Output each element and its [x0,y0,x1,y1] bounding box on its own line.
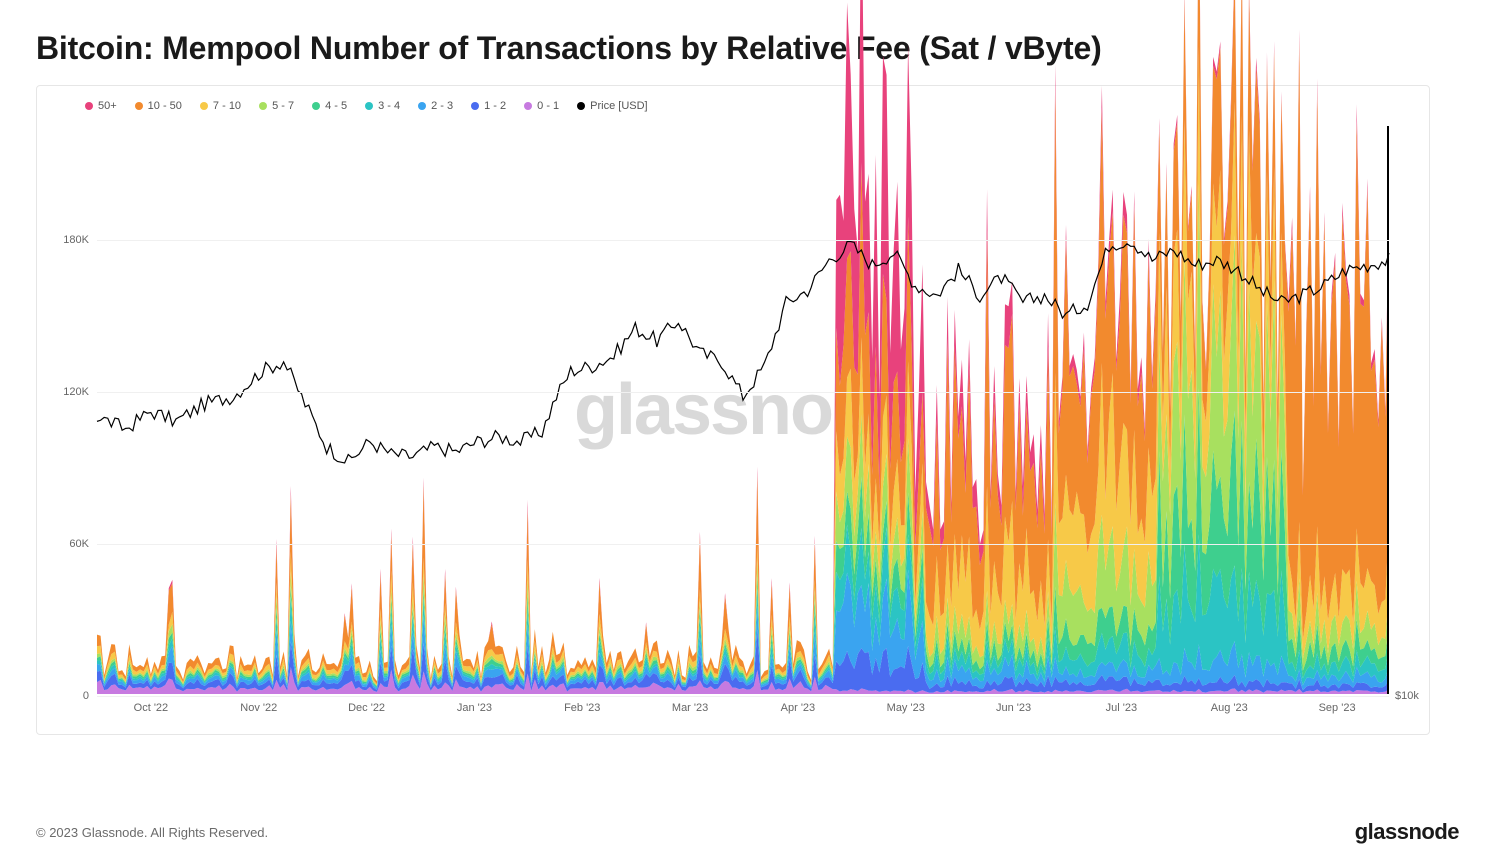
x-tick-label: Apr '23 [781,702,816,714]
legend-item-b2[interactable]: 2 - 3 [418,100,453,112]
y-tick-label: 60K [69,538,89,550]
x-tick-label: Sep '23 [1319,702,1356,714]
legend-dot [471,102,479,110]
y-tick-label: 120K [63,386,89,398]
legend-dot [200,102,208,110]
legend-dot [312,102,320,110]
chart-container: 50+ 10 - 50 7 - 10 5 - 7 4 - 5 3 - 4 2 - 3 1 - … [36,85,1430,735]
legend-dot [135,102,143,110]
legend-dot [418,102,426,110]
legend-item-b4[interactable]: 4 - 5 [312,100,347,112]
plot-area[interactable]: glassnode 060K120K180K$10kOct '22Nov '22… [97,126,1389,694]
chart-svg [97,126,1389,694]
x-tick-label: Mar '23 [672,702,708,714]
y-gridline [97,392,1389,393]
legend-item-price[interactable]: Price [USD] [577,100,647,112]
x-tick-label: Oct '22 [134,702,169,714]
y-gridline [97,240,1389,241]
y-gridline [97,544,1389,545]
x-tick-label: Jul '23 [1106,702,1137,714]
legend-item-b3[interactable]: 3 - 4 [365,100,400,112]
legend-label: 10 - 50 [148,100,182,112]
legend-item-b1[interactable]: 1 - 2 [471,100,506,112]
legend-dot [577,102,585,110]
legend-label: 7 - 10 [213,100,241,112]
legend-item-b7[interactable]: 7 - 10 [200,100,241,112]
footer: © 2023 Glassnode. All Rights Reserved. g… [36,819,1459,845]
legend-label: 0 - 1 [537,100,559,112]
x-tick-label: Nov '22 [240,702,277,714]
legend-item-b5[interactable]: 5 - 7 [259,100,294,112]
legend-label: Price [USD] [590,100,647,112]
legend-label: 50+ [98,100,117,112]
y-tick-label: 0 [83,690,89,702]
legend: 50+ 10 - 50 7 - 10 5 - 7 4 - 5 3 - 4 2 - 3 1 - … [85,100,648,112]
legend-item-b50[interactable]: 50+ [85,100,117,112]
copyright: © 2023 Glassnode. All Rights Reserved. [36,825,268,840]
legend-label: 4 - 5 [325,100,347,112]
x-tick-label: Aug '23 [1211,702,1248,714]
legend-label: 1 - 2 [484,100,506,112]
page-title: Bitcoin: Mempool Number of Transactions … [36,30,1459,67]
legend-dot [85,102,93,110]
y-right-label: $10k [1395,690,1419,702]
x-tick-label: Jan '23 [457,702,492,714]
legend-label: 3 - 4 [378,100,400,112]
legend-item-b0[interactable]: 0 - 1 [524,100,559,112]
legend-dot [365,102,373,110]
page: Bitcoin: Mempool Number of Transactions … [0,0,1495,861]
x-tick-label: May '23 [887,702,925,714]
legend-item-b10[interactable]: 10 - 50 [135,100,182,112]
legend-label: 2 - 3 [431,100,453,112]
brand-logo: glassnode [1355,819,1459,845]
x-tick-label: Jun '23 [996,702,1031,714]
x-tick-label: Dec '22 [348,702,385,714]
end-marker [1387,126,1389,694]
y-tick-label: 180K [63,234,89,246]
x-tick-label: Feb '23 [564,702,600,714]
y-gridline [97,696,1389,697]
legend-label: 5 - 7 [272,100,294,112]
legend-dot [524,102,532,110]
legend-dot [259,102,267,110]
